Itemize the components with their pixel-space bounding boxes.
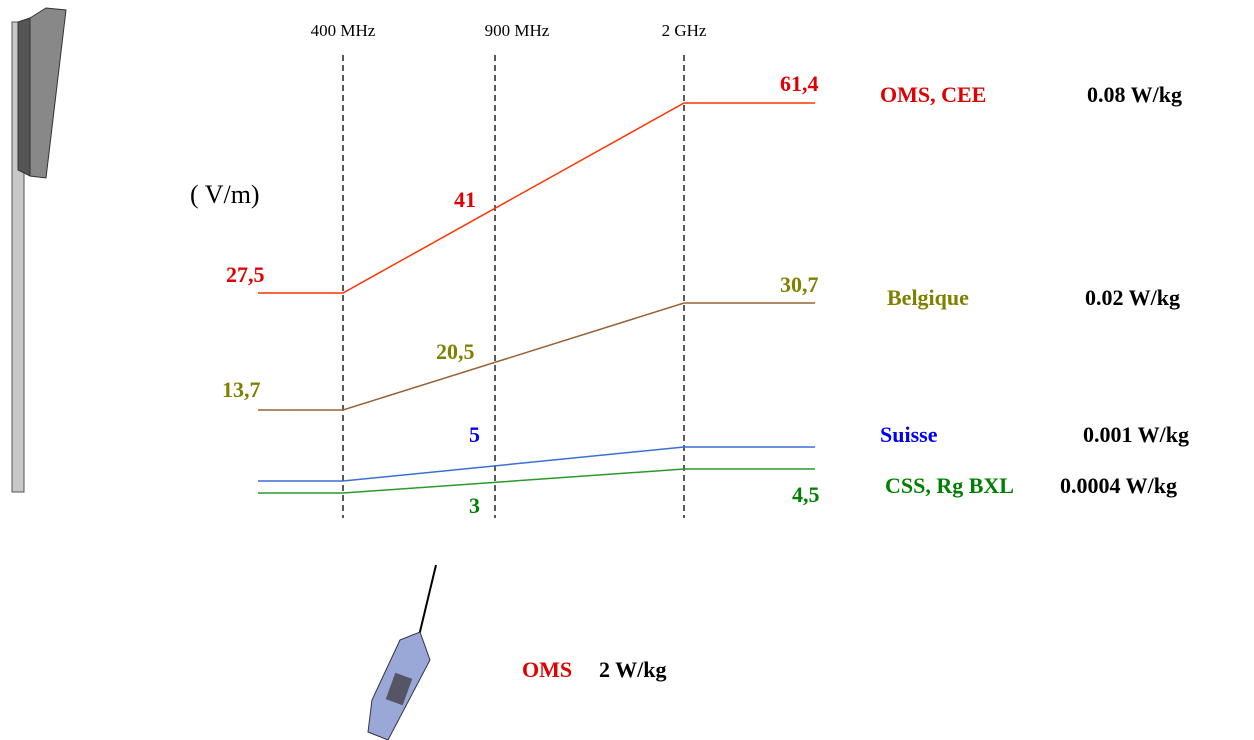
series-name: OMS, CEE	[880, 82, 986, 107]
series-name: CSS, Rg BXL	[885, 473, 1014, 498]
value-label: 61,4	[780, 71, 819, 96]
series-name: Belgique	[887, 285, 969, 310]
value-label: 13,7	[222, 377, 261, 402]
frequency-label: 400 MHz	[311, 21, 376, 40]
value-label: 4,5	[792, 482, 820, 507]
antenna-icon	[12, 8, 66, 492]
sar-value: 0.08 W/kg	[1087, 82, 1182, 107]
series-line	[258, 103, 815, 293]
value-label: 5	[469, 422, 480, 447]
sar-value: 0.0004 W/kg	[1060, 473, 1177, 498]
phone-icon	[368, 565, 436, 740]
sar-value: 0.001 W/kg	[1083, 422, 1189, 447]
unit-label: ( V/m)	[190, 180, 260, 209]
series-line	[258, 447, 815, 481]
phone-sar: 2 W/kg	[599, 657, 666, 682]
value-label: 20,5	[436, 339, 475, 364]
series-line	[258, 303, 815, 410]
series-name: Suisse	[880, 422, 938, 447]
frequency-label: 900 MHz	[485, 21, 550, 40]
diagram: 400 MHz 900 MHz 2 GHz ( V/m) 27,5 41 61,…	[0, 0, 1254, 740]
value-label: 27,5	[226, 262, 265, 287]
phone-name: OMS	[522, 657, 572, 682]
value-label: 30,7	[780, 272, 819, 297]
sar-value: 0.02 W/kg	[1085, 285, 1180, 310]
frequency-label: 2 GHz	[662, 21, 707, 40]
value-label: 3	[469, 493, 480, 518]
value-label: 41	[454, 187, 476, 212]
